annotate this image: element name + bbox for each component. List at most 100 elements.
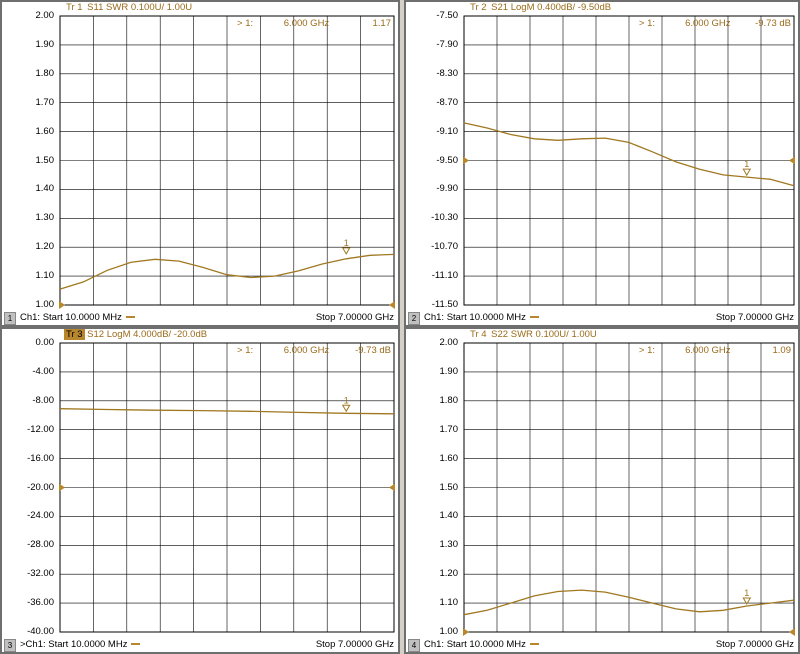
channel-footer: 3 >Ch1: Start 10.0000 MHz Stop 7.00000 GHz	[2, 638, 398, 652]
stop-frequency[interactable]: Stop 7.00000 GHz	[315, 312, 394, 323]
y-tick-label: -24.00	[27, 510, 54, 522]
y-tick-label: -12.00	[27, 423, 54, 435]
y-tick-label: 2.00	[35, 10, 55, 21]
reference-level-marker	[389, 483, 395, 492]
trace-title: Tr 4 S22 SWR 0.100U/ 1.00U	[468, 329, 597, 340]
y-tick-label: -36.00	[27, 597, 54, 609]
y-tick-label: 0.00	[35, 337, 55, 348]
window-number[interactable]: 1	[4, 312, 16, 325]
channel-footer: 1 Ch1: Start 10.0000 MHz Stop 7.00000 GHz	[2, 311, 398, 325]
reference-level-marker	[389, 301, 395, 309]
trace-panel-3[interactable]: Tr 3 S12 LogM 4.000dB/ -20.0dB 0.00 -4.00 -…	[0, 327, 400, 654]
plot-area: 1	[59, 15, 395, 309]
window-number[interactable]: 3	[4, 639, 16, 652]
trace-format-label: S12 LogM 4.000dB/ -20.0dB	[84, 329, 208, 340]
y-tick-label: 1.40	[439, 510, 459, 522]
start-frequency[interactable]: >Ch1: Start 10.0000 MHz	[20, 639, 141, 650]
window-number[interactable]: 2	[408, 312, 420, 325]
y-tick-label: 1.00	[35, 299, 55, 310]
y-tick-label: -8.00	[32, 394, 54, 406]
channel-footer: 2 Ch1: Start 10.0000 MHz Stop 7.00000 GHz	[406, 311, 798, 325]
y-tick-label: -11.10	[431, 270, 458, 282]
marker-readout-label: > 1:	[237, 18, 254, 29]
trace-format-label: S11 SWR 0.100U/ 1.00U	[84, 2, 193, 13]
trace-panel-1[interactable]: Tr 1 S11 SWR 0.100U/ 1.00U 2.00 1.90 1.80 1.…	[0, 0, 400, 327]
marker-readout-frequency: 6.000 GHz	[685, 345, 731, 356]
marker-number: 1	[344, 395, 349, 405]
marker-1-icon	[341, 404, 351, 413]
trace-line	[463, 589, 795, 616]
window-number[interactable]: 4	[408, 639, 420, 652]
y-tick-label: 1.10	[439, 597, 459, 609]
y-tick-label: 1.50	[35, 154, 55, 166]
y-tick-label: -32.00	[27, 568, 54, 580]
y-tick-label: 1.60	[439, 452, 459, 464]
active-line-indicator	[131, 643, 141, 646]
trace-title: Tr 2 S21 LogM 0.400dB/ -9.50dB	[468, 2, 611, 13]
trace-panel-2[interactable]: Tr 2 S21 LogM 0.400dB/ -9.50dB -7.50 -7.90…	[404, 0, 800, 327]
trace-line	[59, 408, 395, 415]
y-tick-label: 1.10	[35, 270, 55, 282]
marker-readout-frequency: 6.000 GHz	[283, 18, 330, 29]
reference-level-marker	[463, 628, 469, 636]
trace-number[interactable]: Tr 3	[64, 329, 85, 340]
start-frequency[interactable]: Ch1: Start 10.0000 MHz	[20, 312, 135, 323]
trace-panel-4[interactable]: Tr 4 S22 SWR 0.100U/ 1.00U 2.00 1.90 1.80 1.…	[404, 327, 800, 654]
marker-readout-value: 1.09	[772, 345, 792, 356]
trace-number[interactable]: Tr 1	[66, 2, 83, 13]
y-tick-label: -10.70	[431, 241, 458, 253]
y-tick-label: 1.70	[439, 423, 459, 435]
y-tick-label: -9.50	[436, 154, 458, 166]
trace-line	[463, 122, 795, 187]
reference-level-marker	[789, 156, 795, 165]
y-tick-label: -9.90	[436, 183, 458, 195]
trace-title: Tr 1 S11 SWR 0.100U/ 1.00U	[64, 2, 192, 13]
marker-1-icon	[341, 247, 351, 255]
trace-title: Tr 3 S12 LogM 4.000dB/ -20.0dB	[64, 329, 207, 340]
marker-number: 1	[744, 159, 749, 169]
stop-frequency[interactable]: Stop 7.00000 GHz	[715, 312, 794, 323]
marker-1-icon	[742, 597, 752, 605]
y-tick-label: 1.30	[439, 539, 459, 551]
marker-number: 1	[744, 588, 749, 598]
active-line-indicator	[529, 643, 539, 646]
y-tick-label: 1.80	[35, 67, 55, 79]
y-tick-label: 1.30	[35, 212, 55, 224]
reference-level-marker	[59, 483, 65, 492]
marker-readout-value: -9.73 dB	[355, 345, 391, 356]
marker-readout-label: > 1:	[638, 345, 656, 356]
y-tick-label: 1.70	[35, 96, 55, 108]
stop-frequency[interactable]: Stop 7.00000 GHz	[715, 639, 794, 650]
y-tick-label: -8.30	[436, 67, 458, 79]
marker-readout-value: 1.17	[372, 18, 392, 29]
y-tick-label: -10.30	[431, 212, 458, 224]
channel-footer: 4 Ch1: Start 10.0000 MHz Stop 7.00000 GHz	[406, 638, 798, 652]
trace-format-label: S22 SWR 0.100U/ 1.00U	[488, 329, 597, 340]
y-tick-label: 1.90	[439, 365, 459, 377]
trace-line	[59, 253, 395, 290]
active-line-indicator	[529, 316, 539, 319]
reference-level-marker	[59, 301, 65, 309]
trace-number[interactable]: Tr 4	[470, 329, 487, 340]
y-tick-label: 1.20	[439, 568, 459, 580]
y-tick-label: 1.90	[35, 38, 55, 50]
marker-readout-frequency: 6.000 GHz	[283, 345, 330, 356]
plot-area: 1	[59, 342, 395, 633]
reference-level-marker	[789, 628, 795, 636]
y-tick-label: 1.20	[35, 241, 55, 253]
y-tick-label: -8.70	[436, 96, 458, 108]
marker-readout-frequency: 6.000 GHz	[685, 18, 731, 29]
start-frequency[interactable]: Ch1: Start 10.0000 MHz	[424, 639, 539, 650]
stop-frequency[interactable]: Stop 7.00000 GHz	[315, 639, 394, 650]
trace-number[interactable]: Tr 2	[470, 2, 487, 13]
marker-readout-label: > 1:	[638, 18, 656, 29]
marker-readout-label: > 1:	[237, 345, 254, 356]
reference-level-marker	[463, 156, 469, 165]
marker-readout-value: -9.73 dB	[755, 18, 791, 29]
marker-1-icon	[742, 168, 752, 177]
y-tick-label: 1.40	[35, 183, 55, 195]
start-frequency[interactable]: Ch1: Start 10.0000 MHz	[424, 312, 539, 323]
y-tick-label: 1.00	[439, 626, 459, 637]
y-tick-label: -40.00	[27, 626, 54, 637]
y-tick-label: 1.80	[439, 394, 459, 406]
